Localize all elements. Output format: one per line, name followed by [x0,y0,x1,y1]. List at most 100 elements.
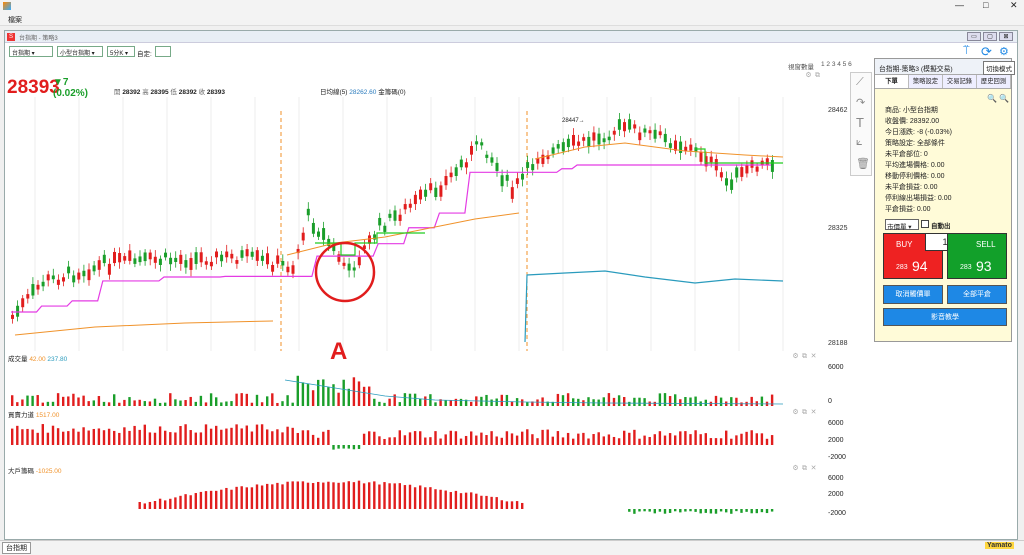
bar [87,430,90,445]
candle-body [531,164,535,171]
force-pane-header: 買賣力道 1517.00 [8,409,59,419]
bar [551,436,554,445]
signal-icon[interactable]: ⍡ [963,45,970,57]
low-label: 低 [170,89,177,96]
bar [301,430,305,445]
pane-copy-icon[interactable]: ⧉ [802,353,807,360]
bar [424,437,427,445]
candle-body [449,172,453,178]
window-count-options[interactable]: 1 2 3 4 5 6 [821,61,852,68]
window-close-button[interactable]: ⊠ [999,32,1013,41]
bar [663,435,667,445]
bar [730,438,733,445]
panel-title: 台指期-策略3 (模擬交易) [879,66,953,73]
contract-select[interactable]: 小型台指期 ▾ [57,46,103,57]
pane-settings-icon[interactable]: ⚙ [792,353,799,360]
bar [643,435,646,445]
bar [709,438,713,445]
candle-body [368,235,371,244]
candle-body [668,143,672,148]
high-label: 高 [142,89,149,96]
auto-exit-label: 自動出 [931,223,951,230]
volume-bar [204,402,208,406]
curve-tool-icon[interactable]: ↷ [856,97,866,109]
sell-price-big: 93 [976,258,992,274]
symbol-select[interactable]: 台指期 ▾ [9,46,53,57]
pane-close-icon[interactable]: ✕ [810,465,817,472]
candle-body [413,194,417,205]
refresh-icon[interactable]: ⟳ [981,44,992,59]
pane-settings-icon[interactable]: ⚙ [792,409,799,416]
pane-settings-icon[interactable]: ⚙ [792,465,799,472]
period-select[interactable]: 5分K ▾ [107,46,135,57]
volume-bar [408,393,412,406]
zoom-in-icon[interactable]: 🔍 [987,94,997,103]
bar [388,437,391,445]
window-restore-button[interactable]: ▢ [983,32,997,41]
minimize-button[interactable]: — [955,0,964,10]
text-tool-icon[interactable]: T [856,115,864,130]
custom-input[interactable] [155,46,171,57]
candle-body [470,145,473,155]
flatten-all-button[interactable]: 全部平倉 [947,285,1007,304]
bar [306,482,310,509]
candle-body [725,178,728,186]
menu-file[interactable]: 檔案 [8,17,22,24]
volume-bar [240,393,243,406]
pane-close-icon[interactable]: ✕ [810,353,817,360]
sell-button[interactable]: SELL 283 93 [947,233,1007,279]
bar [444,490,447,509]
bar [113,430,116,445]
bar [56,428,60,445]
contract-select-value: 小型台指期 [60,51,91,57]
bar [158,426,162,445]
candle-body [41,281,45,287]
candle-body [740,167,744,177]
bar [735,435,738,445]
auto-exit-checkbox[interactable] [921,220,929,228]
pane-copy-icon[interactable]: ⧉ [815,72,820,79]
bar [383,482,386,509]
volume-bar [459,398,463,406]
bar [291,481,294,509]
pane-close-icon[interactable]: ✕ [810,409,817,416]
cancel-trigger-button[interactable]: 取消觸價單 [883,285,943,304]
bar [765,509,769,514]
volume-bar [113,394,116,406]
maximize-button[interactable]: □ [983,0,989,10]
bar [317,481,320,509]
tab-records[interactable]: 交易記錄 [943,75,977,88]
bar [291,427,294,445]
tab-strategy[interactable]: 策略設定 [909,75,943,88]
bar [521,431,524,445]
settings-icon[interactable]: ⚙ [999,46,1009,58]
video-tutorial-button[interactable]: 影音教學 [883,308,1007,326]
close-button[interactable]: ✕ [1010,0,1018,10]
close-label: 收 [198,89,206,96]
pane-copy-icon[interactable]: ⧉ [802,465,807,472]
candle-body [684,146,688,152]
tab-order[interactable]: 下單 [875,75,909,88]
tab-backtest[interactable]: 歷史回測 [977,75,1011,88]
force-chart [11,424,774,450]
window-min-button[interactable]: ▭ [967,32,981,41]
volume-bar [51,401,55,406]
trash-icon[interactable]: 🗑 [856,158,870,170]
candle-body [189,258,193,270]
candle-body [546,155,550,160]
zoom-out-icon[interactable]: 🔍 [999,94,1009,103]
green-stop [695,148,783,164]
pane-copy-icon[interactable]: ⧉ [802,409,807,416]
pane-settings-icon[interactable]: ⚙ [805,72,812,79]
line-tool-icon[interactable]: ⟋ [856,76,864,88]
bar [694,509,697,512]
bar [679,509,682,513]
switch-mode-button[interactable]: 切換模式 [983,61,1015,75]
volume-bar [87,401,90,406]
fan-tool-icon[interactable]: ⟀ [856,136,863,148]
bar [388,483,391,509]
order-type-select[interactable]: 市價單 ▾ [885,219,919,231]
taskbar-item[interactable]: 台指期 [2,542,31,554]
ma-line-3 [534,142,784,160]
candle-body [770,160,774,172]
